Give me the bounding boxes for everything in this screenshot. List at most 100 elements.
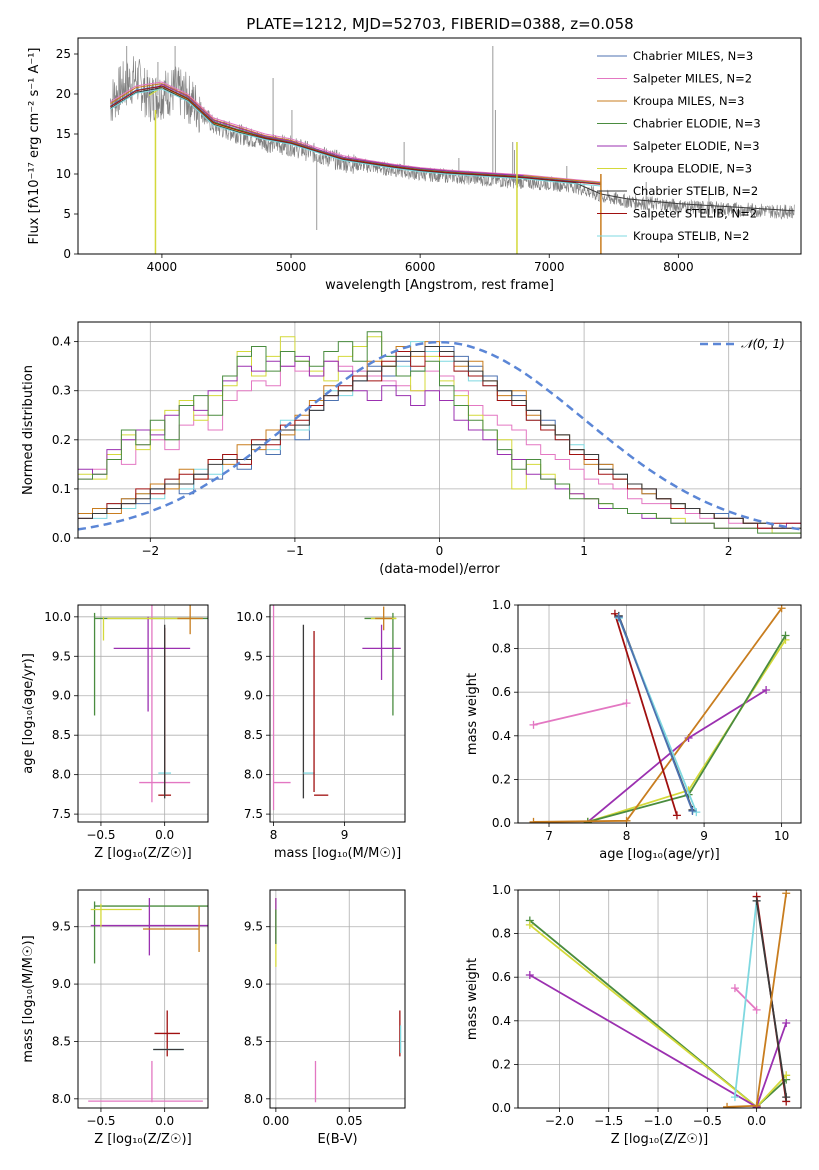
weight-vs-age-ytick-label: 0.4: [492, 729, 511, 743]
weight-vs-age-xtick-label: 10: [774, 829, 789, 843]
mass-vs-Z-xtick-label: 0.0: [155, 1114, 174, 1128]
legend-label-5: Kroupa ELODIE, N=3: [633, 162, 752, 176]
panels-group: 4000 5000 6000 7000 80000510152025wavelength…: [21, 37, 802, 1147]
legend-label-3: Chabrier ELODIE, N=3: [633, 117, 761, 131]
model-line-1: [110, 81, 601, 183]
model-line-0: [110, 85, 601, 185]
age-vs-Z-ylabel: age [log₁₀(age/yr)]: [21, 653, 36, 774]
weight-vs-age-ylabel: mass weight: [465, 673, 480, 755]
residuals-legend: 𝒩(0, 1): [700, 337, 785, 351]
age-vs-mass-panel: 8 9 7.5 8.0 8.5 9.0 9.5 10.0 mass [log₁₀(M/M☉)]: [236, 604, 406, 861]
mass-vs-ebv-xtick-label: 0.00: [263, 1114, 290, 1128]
weight-marker-1-0: [525, 920, 534, 929]
mass-vs-Z-ylabel: mass [log₁₀(M/M☉)]: [21, 935, 36, 1062]
weight-vs-age-ytick-label: 0.0: [492, 816, 511, 830]
spectrum-xtick-label: 5000: [276, 260, 307, 274]
legend-label-8: Kroupa STELIB, N=2: [633, 229, 750, 243]
residuals-ytick-label: 0.2: [52, 433, 71, 447]
mass-vs-Z-frame: [77, 889, 209, 1109]
weight-vs-age-xlabel: age [log₁₀(age/yr)]: [599, 847, 720, 862]
age-vs-Z-ytick-label: 8.5: [52, 728, 71, 742]
legend-label-0: Chabrier MILES, N=3: [633, 49, 753, 63]
mass-vs-ebv-xtick-label: 0.05: [336, 1114, 363, 1128]
age-vs-Z-frame: [77, 604, 209, 823]
spectrum-xtick-label: 8000: [663, 260, 694, 274]
mass-vs-Z-ytick-label: 9.5: [52, 920, 71, 934]
mass-vs-ebv-panel: 0.00 0.05 8.0 8.5 9.0 9.5 E(B-V): [244, 889, 406, 1147]
age-vs-mass-ytick-label: 10.0: [236, 610, 263, 624]
spectrum-plot-area: [110, 46, 795, 254]
weight-line-8: [617, 616, 694, 812]
spectrum-ytick-label: 0: [63, 247, 71, 261]
model-line-7: [110, 85, 601, 185]
weight-vs-age-frame: [517, 604, 802, 824]
residuals-ytick-label: 0.0: [52, 531, 71, 545]
spectrum-ytick-label: 20: [56, 87, 71, 101]
residuals-xtick-label: 0: [436, 544, 444, 558]
weight-vs-Z-xtick-label: −1.5: [594, 1114, 623, 1128]
weight-line-0: [533, 702, 627, 726]
weight-vs-Z-xtick-label: −2.0: [545, 1114, 574, 1128]
weight-vs-Z-xtick-label: −1.0: [643, 1114, 672, 1128]
histogram-5: [78, 331, 801, 534]
weight-marker-6-0: [752, 896, 761, 905]
weight-vs-Z-frame: [517, 889, 802, 1109]
model-line-3: [148, 85, 524, 177]
spectrum-legend: Chabrier MILES, N=3 Salpeter MILES, N=2 Kr…: [597, 49, 761, 243]
weight-vs-Z-panel: −2.0 −1.5 −1.0 −0.5 0.0 0.0 0.2 0.4 0.6 0.8 1.0 Z […: [465, 883, 802, 1147]
model-line-4: [148, 83, 524, 177]
weight-vs-age-ytick-label: 0.6: [492, 685, 511, 699]
weight-vs-age-plot-area: [529, 605, 790, 823]
spectrum-xtick-label: 6000: [405, 260, 436, 274]
weight-marker-0-0: [529, 720, 538, 729]
mass-vs-ebv-ytick-label: 9.0: [244, 977, 263, 991]
model-line-6: [110, 87, 795, 212]
age-vs-mass-xlabel: mass [log₁₀(M/M☉)]: [274, 846, 401, 861]
mass-vs-Z-xlabel: Z [log₁₀(Z/Z☉)]: [94, 1132, 191, 1147]
mass-vs-ebv-ytick-label: 9.5: [244, 920, 263, 934]
spectrum-ytick-label: 25: [56, 47, 71, 61]
spectrum-ylabel: Flux [fλ10⁻¹⁷ erg cm⁻² s⁻¹ A⁻¹]: [27, 48, 42, 245]
figure-title: PLATE=1212, MJD=52703, FIBERID=0388, z=0…: [246, 15, 633, 33]
weight-marker-4-1: [622, 816, 631, 823]
weight-vs-Z-ytick-label: 0.2: [492, 1057, 511, 1071]
weight-marker-4-0: [730, 1093, 739, 1102]
weight-marker-7-2: [782, 890, 791, 898]
weight-vs-Z-ytick-label: 1.0: [492, 883, 511, 897]
spectrum-ytick-label: 5: [63, 207, 71, 221]
legend-label-4: Salpeter ELODIE, N=3: [633, 139, 760, 153]
age-vs-Z-ytick-label: 10.0: [44, 610, 71, 624]
residuals-ylabel: Normed distribution: [21, 365, 36, 495]
weight-marker-7-1: [752, 1101, 761, 1108]
weight-vs-Z-ylabel: mass weight: [465, 958, 480, 1040]
weight-vs-age-ytick-label: 0.2: [492, 772, 511, 786]
weight-marker-7-1: [692, 808, 701, 817]
weight-vs-Z-plot-area: [525, 890, 791, 1108]
age-vs-Z-ytick-label: 9.5: [52, 649, 71, 663]
age-vs-Z-xtick-label: −0.5: [86, 828, 115, 842]
residuals-xlabel: (data-model)/error: [379, 562, 500, 577]
weight-vs-Z-ytick-label: 0.4: [492, 1014, 511, 1028]
residuals-plot-area: [78, 331, 801, 534]
weight-marker-4-0: [529, 817, 538, 823]
weight-line-4: [734, 900, 758, 1098]
legend-label-7: Salpeter STELIB, N=2: [633, 207, 757, 221]
mass-vs-Z-plot-area: [88, 898, 208, 1103]
weight-vs-age-xtick-label: 8: [623, 829, 631, 843]
legend-label-6: Chabrier STELIB, N=2: [633, 184, 758, 198]
residuals-ytick-label: 0.4: [52, 335, 71, 349]
spectrum-frame: [77, 37, 802, 255]
weight-marker-5-1: [672, 811, 681, 820]
age-vs-mass-ytick-label: 8.5: [244, 728, 263, 742]
spectrum-xlabel: wavelength [Angstrom, rest frame]: [325, 278, 554, 293]
weight-vs-Z-ytick-label: 0.0: [492, 1101, 511, 1115]
age-vs-mass-plot-area: [272, 605, 401, 811]
mass-vs-ebv-ytick-label: 8.5: [244, 1034, 263, 1048]
weight-marker-2-2: [782, 1018, 791, 1027]
residuals-xtick-label: 2: [725, 544, 733, 558]
residuals-ytick-label: 0.3: [52, 384, 71, 398]
mass-vs-ebv-ytick-label: 8.0: [244, 1092, 263, 1106]
age-vs-Z-xlabel: Z [log₁₀(Z/Z☉)]: [94, 846, 191, 861]
weight-marker-3-1: [752, 1005, 761, 1014]
residuals-frame: [77, 321, 802, 539]
